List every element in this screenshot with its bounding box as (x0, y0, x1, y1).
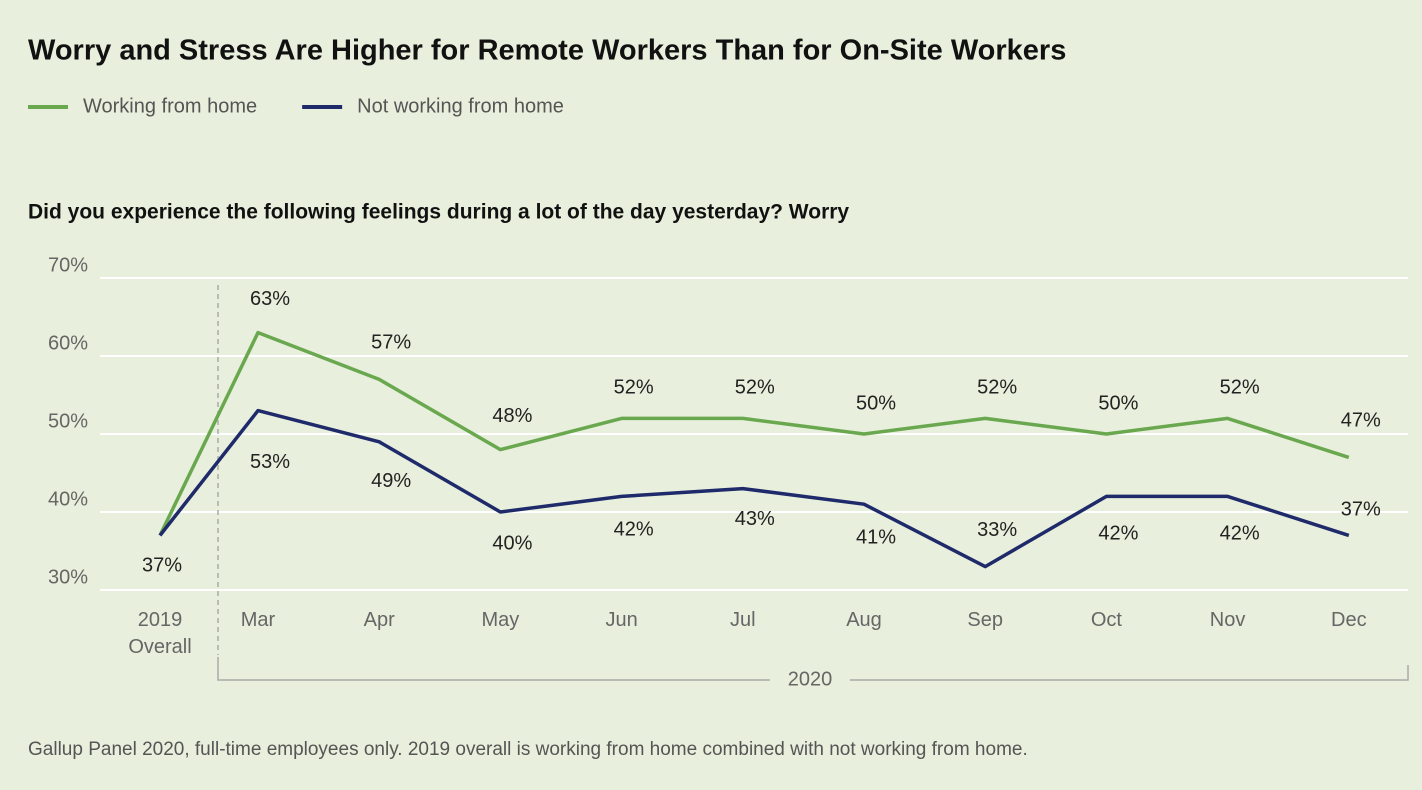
x-tick-label: Nov (1209, 609, 1246, 631)
data-label: 52% (1220, 377, 1260, 399)
data-label: 42% (1220, 523, 1260, 545)
chart-subtitle: Did you experience the following feeling… (28, 201, 849, 224)
data-label: 41% (856, 526, 896, 548)
y-tick-label: 40% (48, 488, 88, 510)
x-tick-label: Dec (1331, 609, 1367, 631)
x-tick-label: Jul (730, 609, 756, 631)
grid (100, 277, 1408, 591)
legend-label: Not working from home (357, 95, 564, 117)
x-tick-label: Aug (846, 609, 882, 631)
data-label: 42% (614, 519, 654, 541)
y-tick-label: 30% (48, 566, 88, 588)
data-label: 40% (492, 532, 532, 554)
x-tick-label: 2019 Overall (128, 609, 192, 658)
series-line (158, 330, 1350, 537)
legend-label: Working from home (83, 95, 257, 117)
chart-title: Worry and Stress Are Higher for Remote W… (28, 35, 1066, 67)
data-label: 48% (492, 405, 532, 427)
data-label: 43% (735, 508, 775, 530)
data-label: 57% (371, 332, 411, 354)
x-tick-label: Sep (967, 609, 1003, 631)
x-tick-label: May (481, 609, 520, 631)
data-label: 53% (250, 451, 290, 473)
x-tick-label: Oct (1090, 609, 1122, 631)
y-tick-label: 50% (48, 410, 88, 432)
data-label: 37% (1341, 499, 1381, 521)
data-label: 52% (735, 377, 775, 399)
data-label: 50% (1098, 392, 1138, 414)
x-tick-label: Mar (240, 609, 276, 631)
y-tick-label: 70% (48, 254, 88, 276)
footnote: Gallup Panel 2020, full-time employees o… (28, 739, 1028, 760)
data-label: 50% (856, 392, 896, 414)
data-label: 52% (614, 377, 654, 399)
data-label: 63% (250, 288, 290, 310)
data-label: 52% (977, 377, 1017, 399)
period-label: 2020 (788, 668, 833, 690)
x-tick-label: Apr (363, 609, 395, 631)
y-tick-label: 60% (48, 332, 88, 354)
data-label: 33% (977, 519, 1017, 541)
period-bracket (217, 657, 1409, 681)
data-label: 42% (1098, 523, 1138, 545)
data-label: 37% (142, 555, 182, 577)
series-line (158, 408, 1350, 569)
data-label: 47% (1341, 410, 1381, 432)
data-label: 49% (371, 470, 411, 492)
x-tick-label: Jun (605, 609, 638, 631)
